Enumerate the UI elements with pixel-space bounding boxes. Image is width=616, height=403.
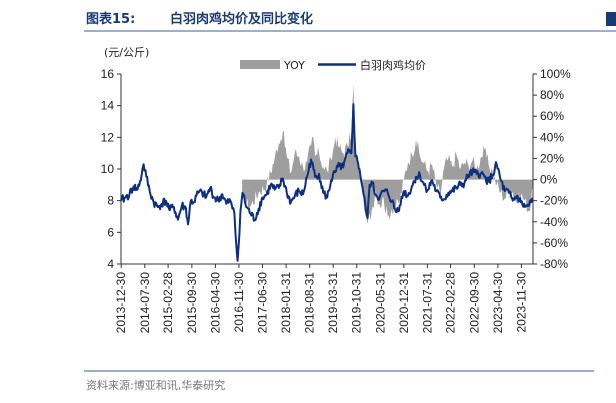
left-tick-label: 16 (101, 67, 115, 81)
x-tick-label: 2014-07-30 (138, 272, 152, 334)
yoy-area (242, 84, 533, 224)
plot-area (120, 84, 534, 262)
legend-yoy-swatch (240, 60, 280, 69)
source-note: 资料来源:博亚和讯,华泰研究 (86, 378, 225, 392)
x-tick-label: 2022-09-30 (467, 272, 481, 334)
x-tick-label: 2023-04-30 (491, 272, 505, 334)
right-tick-label: 40% (540, 130, 564, 144)
figure-label: 图表15: (86, 11, 135, 27)
x-tick-label: 2018-01-31 (279, 272, 293, 334)
x-tick-label: 2020-05-31 (373, 272, 387, 334)
axes: 4 6 8 10 12 14 16 -80% -60% -40% -20% 0% 20% 40% 60% 80… (101, 67, 571, 333)
left-tick-label: 8 (107, 194, 114, 208)
x-tick-label: 2018-08-31 (303, 272, 317, 334)
x-tick-label: 2021-07-31 (420, 272, 434, 334)
x-tick-label: 2017-06-30 (256, 272, 270, 334)
x-tick-label: 2019-03-31 (326, 272, 340, 334)
x-tick-label: 2015-09-30 (185, 272, 199, 334)
x-tick-label: 2016-11-30 (232, 272, 246, 333)
right-tick-label: -40% (540, 215, 568, 229)
left-tick-label: 6 (107, 225, 114, 239)
legend: YOY 白羽肉鸡均价 (240, 58, 426, 72)
x-tick-label: 2020-12-31 (397, 272, 411, 334)
next-figure-marker (606, 12, 616, 26)
right-tick-label: 0% (540, 173, 558, 187)
right-tick-label: 80% (540, 88, 564, 102)
figure-title: 白羽肉鸡均价及同比变化 (170, 11, 313, 27)
right-tick-label: -60% (540, 236, 568, 250)
legend-yoy-label: YOY (283, 59, 305, 72)
right-tick-label: 20% (540, 151, 564, 165)
legend-price-label: 白羽肉鸡均价 (360, 58, 426, 72)
left-tick-label: 12 (101, 130, 115, 144)
x-tick-label: 2015-02-28 (161, 272, 175, 334)
x-tick-label: 2013-12-30 (114, 272, 128, 334)
right-tick-label: -20% (540, 194, 568, 208)
x-tick-label: 2019-10-31 (350, 272, 364, 334)
x-tick-label: 2023-11-30 (514, 272, 528, 333)
right-tick-label: -80% (540, 257, 568, 271)
right-tick-label: 100% (540, 67, 571, 81)
price-line (120, 103, 534, 262)
left-tick-label: 4 (107, 257, 114, 271)
unit-label: (元/公斤) (104, 46, 149, 59)
x-tick-label: 2016-04-30 (208, 272, 222, 334)
x-tick-label: 2022-02-28 (444, 272, 458, 334)
right-tick-label: 60% (540, 109, 564, 123)
left-tick-label: 14 (101, 99, 115, 113)
left-tick-label: 10 (101, 162, 115, 176)
